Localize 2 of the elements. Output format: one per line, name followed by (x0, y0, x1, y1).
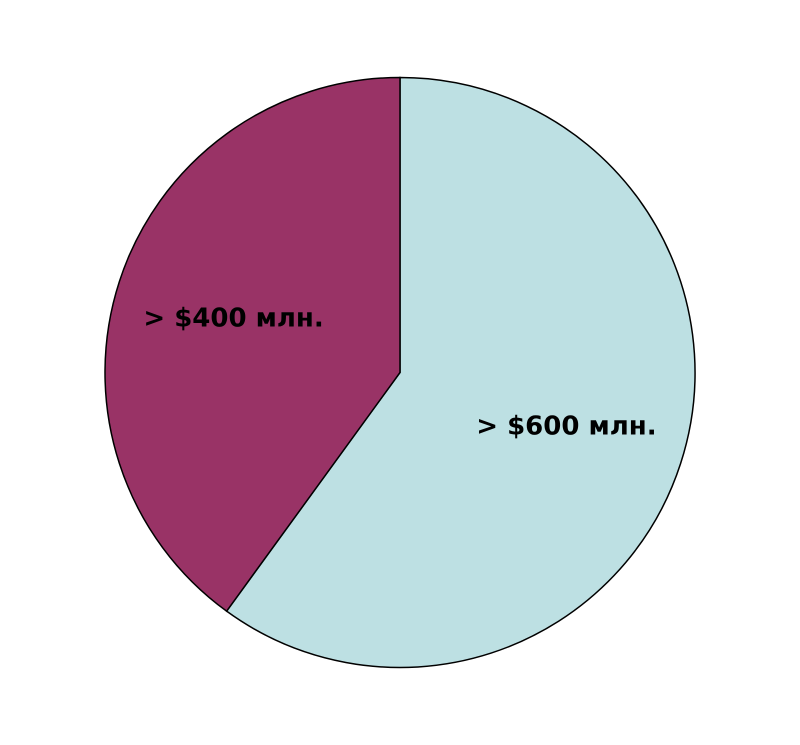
data-label: > $600 млн. (476, 412, 657, 442)
data-label: > $400 млн. (143, 303, 324, 334)
